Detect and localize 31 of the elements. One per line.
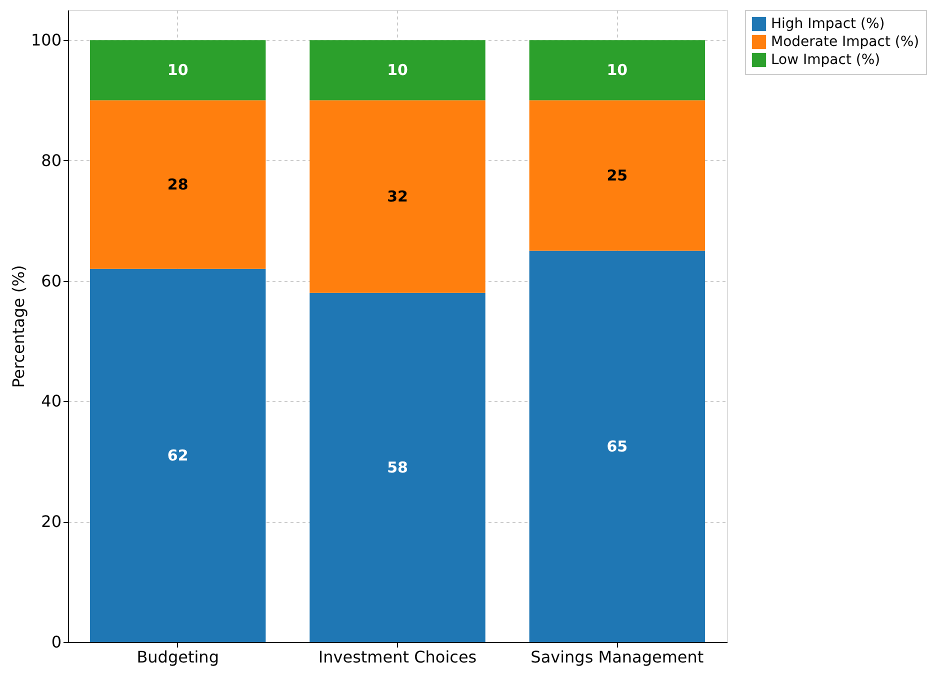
y-axis-title: Percentage (%) bbox=[8, 265, 28, 388]
y-tick-label: 20 bbox=[41, 512, 62, 532]
data-label: 65 bbox=[606, 437, 628, 456]
x-tick-label: Savings Management bbox=[530, 648, 704, 666]
y-tick-label: 60 bbox=[41, 271, 62, 290]
bar bbox=[90, 268, 266, 642]
bar bbox=[310, 40, 486, 100]
data-label: 58 bbox=[387, 458, 408, 476]
bar bbox=[90, 100, 266, 269]
bar bbox=[529, 100, 706, 251]
y-tick-label: 40 bbox=[41, 392, 62, 411]
bar bbox=[529, 40, 706, 100]
y-tick-label: 0 bbox=[51, 632, 62, 652]
bar bbox=[90, 40, 266, 100]
y-tick-label: 80 bbox=[41, 150, 62, 170]
legend-label: High Impact (%) bbox=[771, 16, 885, 32]
bar bbox=[310, 100, 486, 293]
bar bbox=[529, 250, 706, 642]
data-label: 28 bbox=[167, 176, 188, 194]
legend-label: Moderate Impact (%) bbox=[771, 34, 920, 50]
x-tick-label: Budgeting bbox=[136, 648, 219, 666]
data-label: 10 bbox=[606, 61, 628, 80]
legend-label: Low Impact (%) bbox=[771, 52, 880, 68]
data-label: 10 bbox=[387, 61, 408, 80]
data-label: 62 bbox=[167, 446, 188, 464]
data-label: 32 bbox=[387, 188, 408, 206]
x-tick-label: Investment Choices bbox=[318, 648, 477, 666]
bar bbox=[310, 292, 486, 642]
data-label: 25 bbox=[606, 166, 628, 185]
y-tick-label: 100 bbox=[30, 30, 62, 50]
data-label: 10 bbox=[167, 61, 188, 80]
